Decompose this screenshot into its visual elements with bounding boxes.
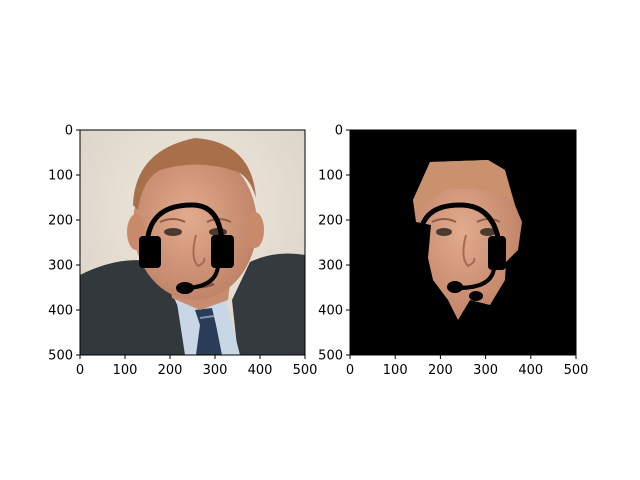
x-tick-label: 0 (76, 363, 84, 378)
x-tick-label: 300 (473, 363, 498, 378)
y-tick-label: 300 (48, 259, 73, 274)
x-tick-label: 400 (248, 363, 273, 378)
headset-overlay (417, 202, 506, 301)
x-tick-label: 500 (564, 363, 589, 378)
x-tick-label: 500 (293, 363, 318, 378)
y-tick-label: 200 (318, 214, 343, 229)
headset-overlay (139, 202, 234, 294)
x-tick-label: 100 (113, 363, 138, 378)
y-tick-label: 100 (318, 169, 343, 184)
y-tick-label: 300 (318, 259, 343, 274)
x-tick-label: 0 (346, 363, 354, 378)
y-tick-label: 500 (48, 349, 73, 364)
y-tick-label: 0 (335, 124, 343, 139)
y-tick-label: 200 (48, 214, 73, 229)
y-tick-label: 400 (48, 304, 73, 319)
y-tick-label: 500 (318, 349, 343, 364)
masked-image (350, 130, 576, 355)
axes-frame (349, 129, 577, 356)
photo-image (80, 130, 305, 355)
x-tick-label: 300 (203, 363, 228, 378)
y-tick-label: 400 (318, 304, 343, 319)
y-tick-label: 0 (65, 124, 73, 139)
x-tick-label: 200 (428, 363, 453, 378)
y-tick-label: 100 (48, 169, 73, 184)
x-tick-label: 400 (518, 363, 543, 378)
x-tick-label: 100 (383, 363, 408, 378)
x-tick-label: 200 (158, 363, 183, 378)
axes-frame (79, 129, 306, 356)
